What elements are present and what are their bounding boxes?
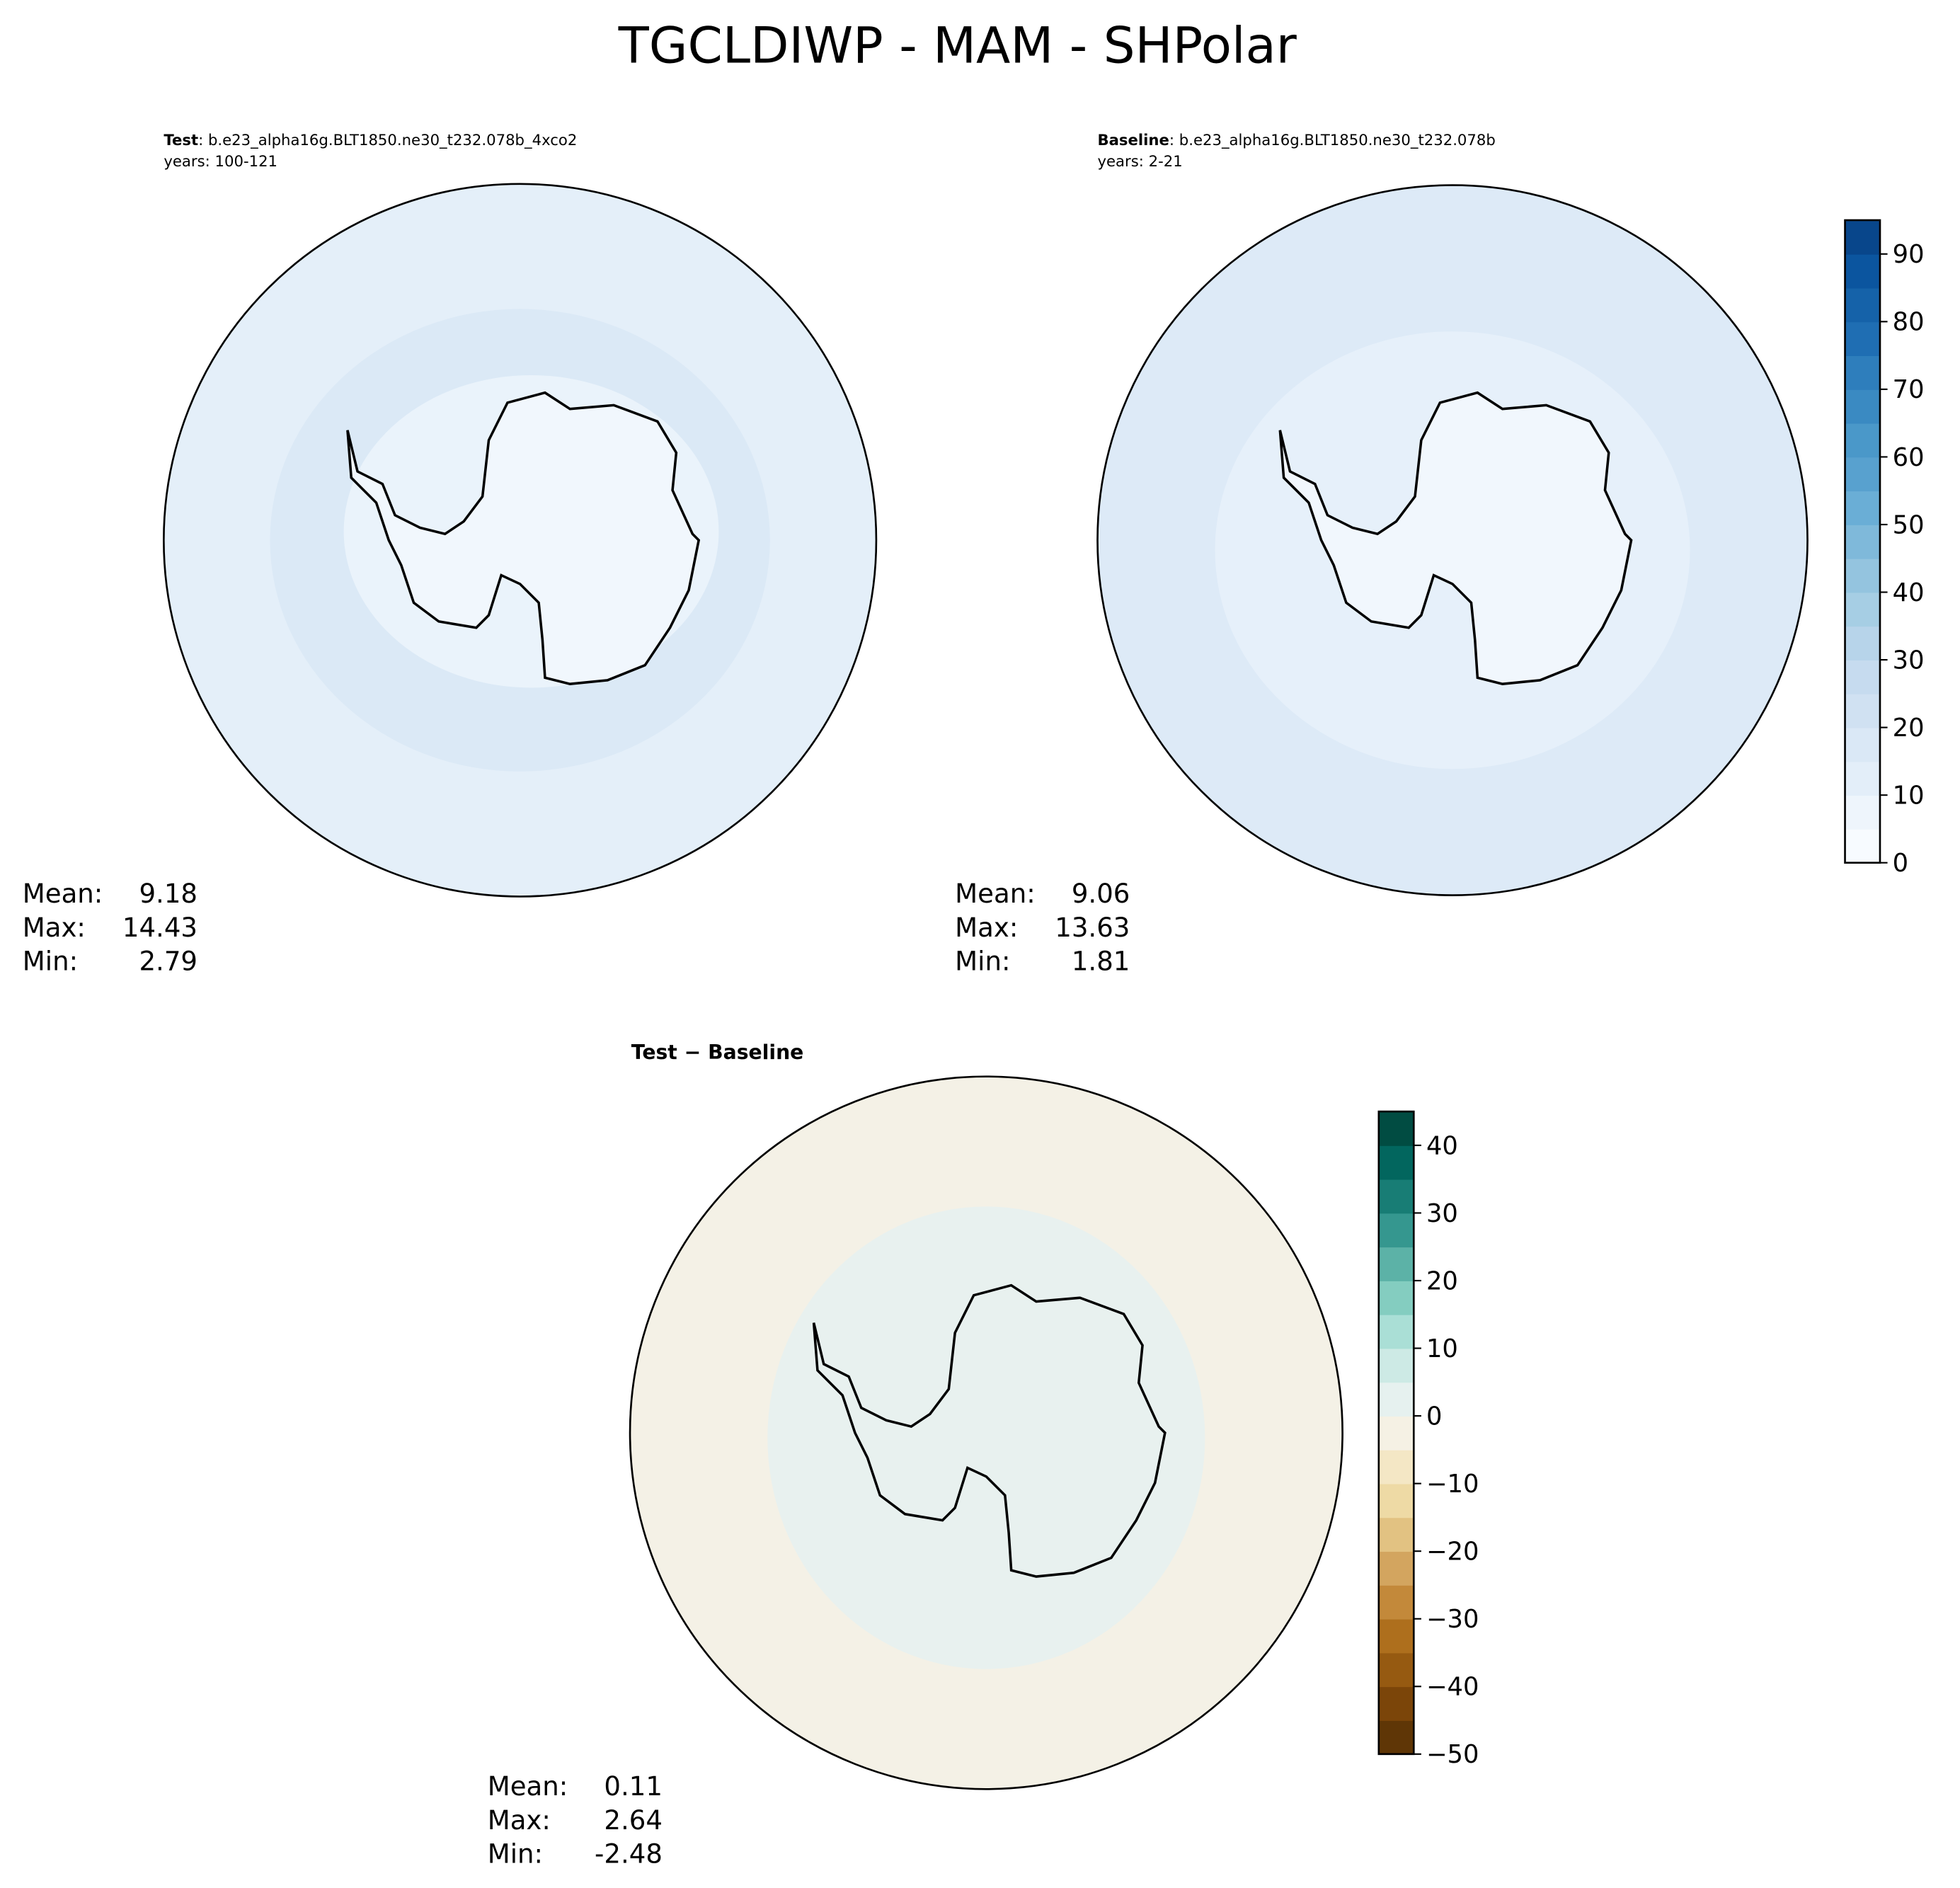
- colorbar-band: [1845, 389, 1880, 424]
- map: [629, 1075, 1343, 1790]
- colorbar-tick-label: 30: [1893, 646, 1925, 675]
- stat-label: Max:: [955, 912, 1018, 943]
- stat-label: Mean:: [955, 879, 1036, 909]
- stat-value: 9.18: [139, 879, 197, 909]
- colorbar-band: [1845, 761, 1880, 796]
- colorbar-tick-label: 20: [1893, 714, 1925, 743]
- colorbar-band: [1845, 321, 1880, 356]
- stat-value: -2.48: [595, 1838, 663, 1869]
- stat-label: Mean:: [488, 1771, 568, 1802]
- colorbar-band: [1378, 1652, 1414, 1688]
- colorbar-band: [1378, 1416, 1414, 1451]
- colorbar-band: [1378, 1145, 1414, 1180]
- colorbar-frame: [1377, 1110, 1415, 1756]
- colorbar-band: [1845, 491, 1880, 525]
- colorbar-band: [1378, 1618, 1414, 1654]
- colorbar-band: [1845, 524, 1880, 559]
- colorbar-tick-label: −10: [1426, 1470, 1479, 1499]
- colorbar-band: [1378, 1247, 1414, 1281]
- stat-label: Max:: [23, 912, 86, 943]
- colorbar-band: [1845, 558, 1880, 593]
- colorbar-band: [1845, 828, 1880, 864]
- panel-label: Baseline: b.e23_alpha16g.BLT1850.ne30_t2…: [1097, 131, 1495, 149]
- colorbar-band: [1378, 1449, 1414, 1484]
- colorbar-tick-label: 80: [1893, 308, 1925, 337]
- colorbar-band: [1845, 727, 1880, 762]
- colorbar-band: [1845, 457, 1880, 492]
- colorbar-band: [1845, 423, 1880, 458]
- map: [163, 183, 878, 898]
- stat-value: 2.79: [139, 946, 197, 977]
- stat-label: Min:: [488, 1838, 543, 1869]
- colorbar-tick-label: 10: [1426, 1334, 1458, 1363]
- stat-label: Min:: [955, 946, 1010, 977]
- figure-title: TGCLDIWP - MAM - SHPolar: [618, 16, 1297, 75]
- stat-value: 13.63: [1055, 912, 1130, 943]
- panel-years: years: 2-21: [1097, 152, 1182, 170]
- colorbar-tick-label: 40: [1426, 1131, 1458, 1160]
- colorbar-band: [1845, 592, 1880, 627]
- colorbar-band: [1845, 287, 1880, 323]
- stat-label: Min:: [23, 946, 78, 977]
- colorbar-tick-label: 30: [1426, 1199, 1458, 1228]
- colorbar-band: [1378, 1551, 1414, 1586]
- stat-value: 2.64: [604, 1805, 663, 1836]
- panel-label: Test − Baseline: [631, 1041, 804, 1064]
- colorbar-tick-label: −40: [1426, 1673, 1479, 1702]
- colorbar-band: [1378, 1348, 1414, 1383]
- colorbar-tick-label: 10: [1893, 782, 1925, 811]
- colorbar-tick-label: −20: [1426, 1538, 1479, 1567]
- colorbar-band: [1378, 1720, 1414, 1755]
- colorbar-band: [1845, 626, 1880, 660]
- colorbar-band: [1845, 795, 1880, 830]
- stat-value: 0.11: [604, 1771, 663, 1802]
- colorbar-tick-label: 90: [1893, 240, 1925, 269]
- colorbar-band: [1845, 253, 1880, 289]
- colorbar-band: [1845, 660, 1880, 694]
- colorbar-frame: [1844, 219, 1881, 864]
- colorbar-band: [1378, 1213, 1414, 1248]
- colorbar-band: [1378, 1281, 1414, 1315]
- colorbar-band: [1845, 220, 1880, 255]
- stat-label: Mean:: [23, 879, 103, 909]
- colorbar-tick-label: 50: [1893, 510, 1925, 539]
- colorbar-tick-label: −30: [1426, 1605, 1479, 1634]
- panel-label: Test: b.e23_alpha16g.BLT1850.ne30_t232.0…: [164, 131, 577, 149]
- colorbar-band: [1378, 1179, 1414, 1214]
- colorbar-band: [1845, 693, 1880, 728]
- colorbar-tick-label: 40: [1893, 578, 1925, 607]
- panel-years: years: 100-121: [164, 152, 277, 170]
- map: [1096, 184, 1809, 896]
- colorbar-tick-label: 0: [1893, 849, 1908, 878]
- colorbar-band: [1845, 355, 1880, 390]
- stat-label: Max:: [488, 1805, 551, 1836]
- colorbar-tick-label: 0: [1426, 1402, 1442, 1431]
- colorbar-band: [1378, 1483, 1414, 1518]
- colorbar-tick-label: 20: [1426, 1266, 1458, 1295]
- colorbar-tick-label: −50: [1426, 1740, 1479, 1769]
- colorbar-tick-label: 70: [1893, 375, 1925, 404]
- stat-value: 9.06: [1072, 879, 1130, 909]
- colorbar-band: [1378, 1686, 1414, 1721]
- colorbar-band: [1378, 1314, 1414, 1349]
- colorbar-band: [1378, 1111, 1414, 1146]
- stat-value: 14.43: [122, 912, 197, 943]
- stat-value: 1.81: [1072, 946, 1130, 977]
- colorbar-band: [1378, 1584, 1414, 1620]
- colorbar-band: [1378, 1517, 1414, 1552]
- colorbar-band: [1378, 1382, 1414, 1417]
- colorbar-tick-label: 60: [1893, 443, 1925, 472]
